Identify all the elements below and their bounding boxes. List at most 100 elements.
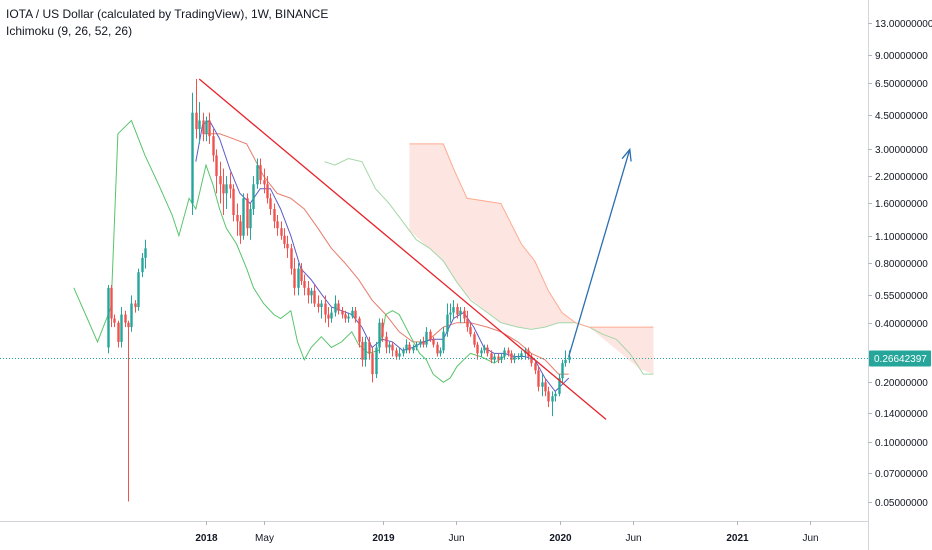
candle[interactable] <box>307 280 310 304</box>
candle[interactable] <box>324 295 327 323</box>
candle[interactable] <box>419 339 422 348</box>
candle[interactable] <box>300 263 303 286</box>
candle[interactable] <box>303 274 306 296</box>
candle[interactable] <box>358 316 361 348</box>
candle[interactable] <box>439 347 442 357</box>
candle[interactable] <box>354 307 357 323</box>
candle[interactable] <box>137 268 140 311</box>
candlestick-series[interactable] <box>107 79 571 502</box>
candle[interactable] <box>293 257 296 296</box>
candle[interactable] <box>561 359 564 383</box>
candle[interactable] <box>310 287 313 304</box>
candle[interactable] <box>564 350 567 367</box>
drawing-overlays[interactable]: 0.26642397 <box>0 78 931 420</box>
symbol-title[interactable]: IOTA / US Dollar (calculated by TradingV… <box>6 7 329 21</box>
candle[interactable] <box>351 307 354 319</box>
candle[interactable] <box>398 347 401 360</box>
candle[interactable] <box>266 176 269 204</box>
projection-arrow-line[interactable] <box>568 149 631 357</box>
candle[interactable] <box>385 331 388 354</box>
candle[interactable] <box>442 327 445 354</box>
candle[interactable] <box>269 193 272 215</box>
candle[interactable] <box>483 344 486 354</box>
candle[interactable] <box>263 168 266 194</box>
candle[interactable] <box>554 391 557 402</box>
candle[interactable] <box>337 300 340 315</box>
candle[interactable] <box>405 339 408 354</box>
candle[interactable] <box>141 252 144 278</box>
candle[interactable] <box>517 353 520 360</box>
candle[interactable] <box>415 341 418 351</box>
candle[interactable] <box>493 353 496 364</box>
candle[interactable] <box>544 378 547 397</box>
candle[interactable] <box>232 184 235 222</box>
candle[interactable] <box>510 350 513 364</box>
candle[interactable] <box>402 347 405 357</box>
candle[interactable] <box>317 295 320 313</box>
candle[interactable] <box>290 243 293 275</box>
candle[interactable] <box>476 341 479 360</box>
candle[interactable] <box>395 347 398 360</box>
candle[interactable] <box>225 176 228 210</box>
candle[interactable] <box>412 344 415 354</box>
candle[interactable] <box>530 353 533 367</box>
candle[interactable] <box>537 366 540 392</box>
candle[interactable] <box>205 116 208 142</box>
candle[interactable] <box>256 158 259 189</box>
candle[interactable] <box>513 353 516 364</box>
candle[interactable] <box>480 347 483 357</box>
candle[interactable] <box>208 112 211 144</box>
candle[interactable] <box>249 203 252 240</box>
candle[interactable] <box>459 307 462 323</box>
candle[interactable] <box>422 336 425 348</box>
candle[interactable] <box>334 295 337 317</box>
candle[interactable] <box>486 344 489 357</box>
candle[interactable] <box>130 295 133 332</box>
candle[interactable] <box>361 336 364 367</box>
candle[interactable] <box>490 350 493 364</box>
candle[interactable] <box>452 300 455 319</box>
candle[interactable] <box>313 285 316 308</box>
candle[interactable] <box>280 221 283 240</box>
candle[interactable] <box>527 347 530 360</box>
candle[interactable] <box>469 322 472 337</box>
candle[interactable] <box>229 172 232 199</box>
candle[interactable] <box>371 347 374 383</box>
candle[interactable] <box>276 214 279 236</box>
candle[interactable] <box>378 318 381 354</box>
candle[interactable] <box>558 374 561 397</box>
candle[interactable] <box>344 310 347 323</box>
candle[interactable] <box>259 158 262 185</box>
candle[interactable] <box>547 386 550 408</box>
candle[interactable] <box>432 336 435 348</box>
candle[interactable] <box>473 331 476 348</box>
candle[interactable] <box>236 203 239 236</box>
candle[interactable] <box>436 341 439 357</box>
candle[interactable] <box>246 193 249 236</box>
candle[interactable] <box>242 193 245 240</box>
candle[interactable] <box>408 341 411 354</box>
candle[interactable] <box>429 329 432 342</box>
candle[interactable] <box>127 320 130 502</box>
candle[interactable] <box>388 341 391 354</box>
candle[interactable] <box>368 336 371 360</box>
candle[interactable] <box>425 327 428 348</box>
candle[interactable] <box>134 300 137 313</box>
candle[interactable] <box>364 336 367 367</box>
candle[interactable] <box>113 314 116 328</box>
candle[interactable] <box>286 235 289 258</box>
candle[interactable] <box>191 92 194 215</box>
candle[interactable] <box>520 350 523 360</box>
candle[interactable] <box>320 300 323 319</box>
candle[interactable] <box>541 374 544 397</box>
candle[interactable] <box>466 310 469 332</box>
candle[interactable] <box>375 341 378 379</box>
candle[interactable] <box>446 303 449 337</box>
candle[interactable] <box>124 310 127 328</box>
candle[interactable] <box>551 391 554 417</box>
candle[interactable] <box>341 307 344 319</box>
candle[interactable] <box>239 214 242 244</box>
candle[interactable] <box>222 168 225 215</box>
